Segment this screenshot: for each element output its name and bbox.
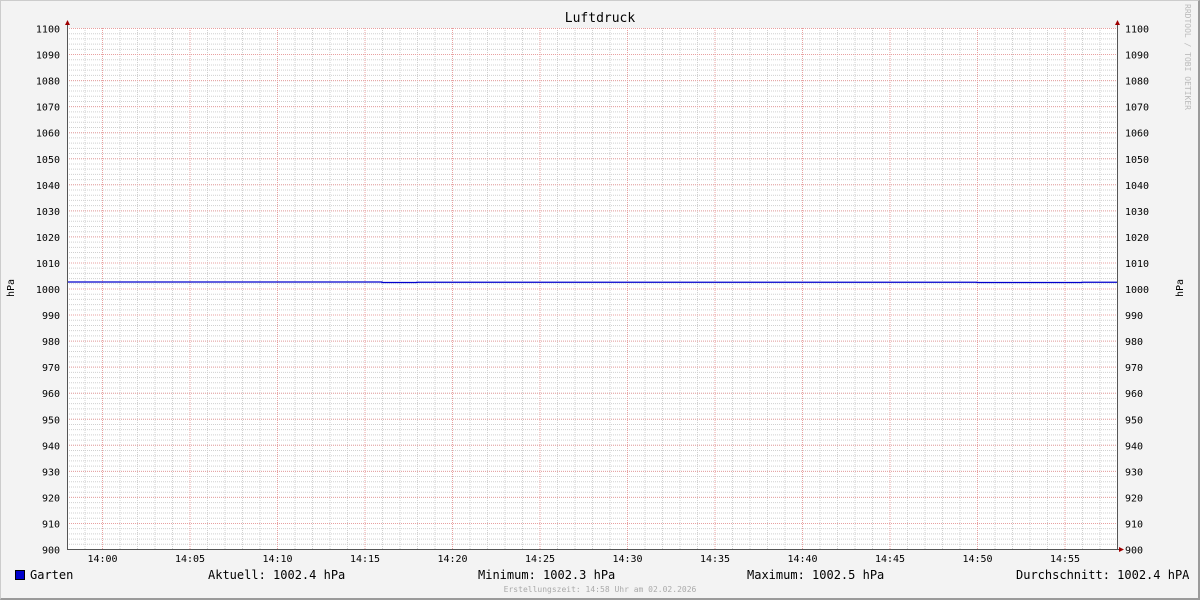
x-tick-label: 14:55 xyxy=(1050,554,1080,565)
y-tick-label-right: 920 xyxy=(1125,493,1143,504)
y-tick-label-right: 940 xyxy=(1125,441,1143,452)
y-tick-label-right: 1030 xyxy=(1125,207,1149,218)
y-tick-label-left: 1070 xyxy=(36,103,60,114)
y-tick-label-right: 1040 xyxy=(1125,181,1149,192)
y-axis-arrow-right xyxy=(1115,20,1120,25)
y-tick-label-left: 920 xyxy=(42,493,60,504)
legend-swatch-garten xyxy=(15,570,25,580)
x-axis-arrow xyxy=(1119,547,1124,552)
y-axis-label-left: hPa xyxy=(6,279,17,297)
y-tick-label-left: 1050 xyxy=(36,155,60,166)
x-tick-label: 14:00 xyxy=(87,554,117,565)
y-tick-label-left: 1080 xyxy=(36,77,60,88)
legend-minimum: Minimum: 1002.3 hPa xyxy=(478,568,616,582)
y-tick-label-left: 950 xyxy=(42,415,60,426)
y-tick-label-left: 1060 xyxy=(36,129,60,140)
y-tick-label-right: 980 xyxy=(1125,337,1143,348)
y-tick-label-right: 1080 xyxy=(1125,77,1149,88)
y-tick-label-right: 900 xyxy=(1125,546,1143,557)
y-axis-label-right: hPa xyxy=(1175,279,1186,297)
x-tick-label: 14:15 xyxy=(350,554,380,565)
x-tick-label: 14:40 xyxy=(787,554,817,565)
x-tick-label: 14:45 xyxy=(875,554,905,565)
legend-current: Aktuell: 1002.4 hPa xyxy=(208,568,346,582)
legend-series-name: Garten xyxy=(30,568,74,582)
y-tick-label-right: 1090 xyxy=(1125,51,1149,62)
y-tick-label-right: 990 xyxy=(1125,311,1143,322)
y-tick-label-right: 1100 xyxy=(1125,25,1149,36)
y-tick-label-left: 960 xyxy=(42,389,60,400)
x-tick-label: 14:50 xyxy=(962,554,992,565)
y-tick-label-right: 960 xyxy=(1125,389,1143,400)
y-tick-label-right: 950 xyxy=(1125,415,1143,426)
y-tick-label-right: 1060 xyxy=(1125,129,1149,140)
x-tick-label: 14:25 xyxy=(525,554,555,565)
y-tick-label-right: 1070 xyxy=(1125,103,1149,114)
y-tick-label-left: 910 xyxy=(42,519,60,530)
y-tick-label-right: 1050 xyxy=(1125,155,1149,166)
y-tick-label-left: 990 xyxy=(42,311,60,322)
series-line-garten xyxy=(67,281,1117,284)
x-tick-label: 14:30 xyxy=(612,554,642,565)
y-tick-label-left: 1000 xyxy=(36,285,60,296)
y-tick-label-left: 970 xyxy=(42,363,60,374)
chart-title: Luftdruck xyxy=(564,11,636,26)
y-tick-label-left: 1100 xyxy=(36,25,60,36)
y-tick-label-right: 930 xyxy=(1125,467,1143,478)
y-tick-label-right: 1020 xyxy=(1125,233,1149,244)
x-tick-label: 14:20 xyxy=(437,554,467,565)
legend-maximum: Maximum: 1002.5 hPa xyxy=(747,568,885,582)
y-tick-label-left: 1090 xyxy=(36,51,60,62)
x-tick-label: 14:10 xyxy=(262,554,292,565)
y-tick-label-left: 930 xyxy=(42,467,60,478)
y-tick-label-left: 1010 xyxy=(36,259,60,270)
y-tick-label-left: 900 xyxy=(42,546,60,557)
y-tick-label-left: 1040 xyxy=(36,181,60,192)
y-tick-label-right: 970 xyxy=(1125,363,1143,374)
y-tick-label-left: 1020 xyxy=(36,233,60,244)
y-tick-label-left: 980 xyxy=(42,337,60,348)
y-tick-label-right: 910 xyxy=(1125,519,1143,530)
y-tick-label-left: 1030 xyxy=(36,207,60,218)
y-tick-label-left: 940 xyxy=(42,441,60,452)
x-tick-label: 14:35 xyxy=(700,554,730,565)
x-tick-label: 14:05 xyxy=(175,554,205,565)
legend-average: Durchschnitt: 1002.4 hPA xyxy=(1016,568,1190,582)
y-axis-arrow-left xyxy=(65,20,70,25)
footer-timestamp: Erstellungszeit: 14:58 Uhr am 02.02.2026 xyxy=(503,585,697,594)
watermark: RRDTOOL / TOBI OETIKER xyxy=(1183,4,1192,110)
y-tick-label-right: 1000 xyxy=(1125,285,1149,296)
y-tick-label-right: 1010 xyxy=(1125,259,1149,270)
